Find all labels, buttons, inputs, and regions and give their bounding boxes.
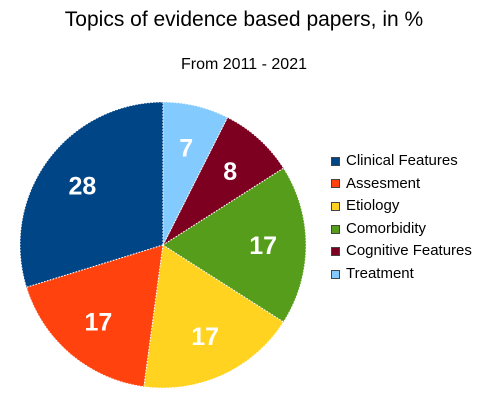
legend-label: Comorbidity xyxy=(346,219,427,237)
data-label-etiology: 17 xyxy=(191,323,219,351)
data-label-comorbidity: 17 xyxy=(249,232,277,260)
legend-item-treatment: Treatment xyxy=(331,263,472,286)
legend-swatch xyxy=(331,179,340,189)
legend-item-clinical-features: Clinical Features xyxy=(331,150,472,173)
data-label-treatment: 7 xyxy=(179,135,193,163)
pie-slice-comorbidity xyxy=(162,167,307,323)
pie-slice-cognitive-features xyxy=(161,116,285,247)
chart-title: Topics of evidence based papers, in % xyxy=(64,8,424,31)
legend-swatch xyxy=(331,201,340,211)
legend-item-comorbidity: Comorbidity xyxy=(331,218,472,241)
data-label-cognitive-features: 8 xyxy=(223,158,237,186)
legend-label: Etiology xyxy=(346,197,400,215)
legend-item-assesment: Assesment xyxy=(331,173,472,196)
pie-slice-treatment xyxy=(162,101,229,246)
data-label-assesment: 17 xyxy=(84,308,112,336)
legend-swatch xyxy=(331,224,340,234)
legend-label: Clinical Features xyxy=(346,152,458,169)
data-label-clinical-features: 28 xyxy=(69,173,97,201)
chart-subtitle: From 2011 - 2021 xyxy=(181,56,307,73)
pie-slice-assesment xyxy=(25,244,164,388)
legend-item-cognitive-features: Cognitive Features xyxy=(331,240,472,263)
legend-swatch xyxy=(331,269,340,279)
legend-item-etiology: Etiology xyxy=(331,195,472,218)
pie-slice-etiology xyxy=(143,244,285,389)
legend-label: Cognitive Features xyxy=(346,242,472,260)
pie-slice-clinical-features xyxy=(19,101,164,288)
legend-label: Assesment xyxy=(346,174,421,192)
legend-label: Treatment xyxy=(346,264,414,282)
legend-swatch xyxy=(331,247,340,257)
legend: Clinical Features Assesment Etiology Comorb… xyxy=(331,150,472,286)
legend-swatch xyxy=(331,156,340,166)
